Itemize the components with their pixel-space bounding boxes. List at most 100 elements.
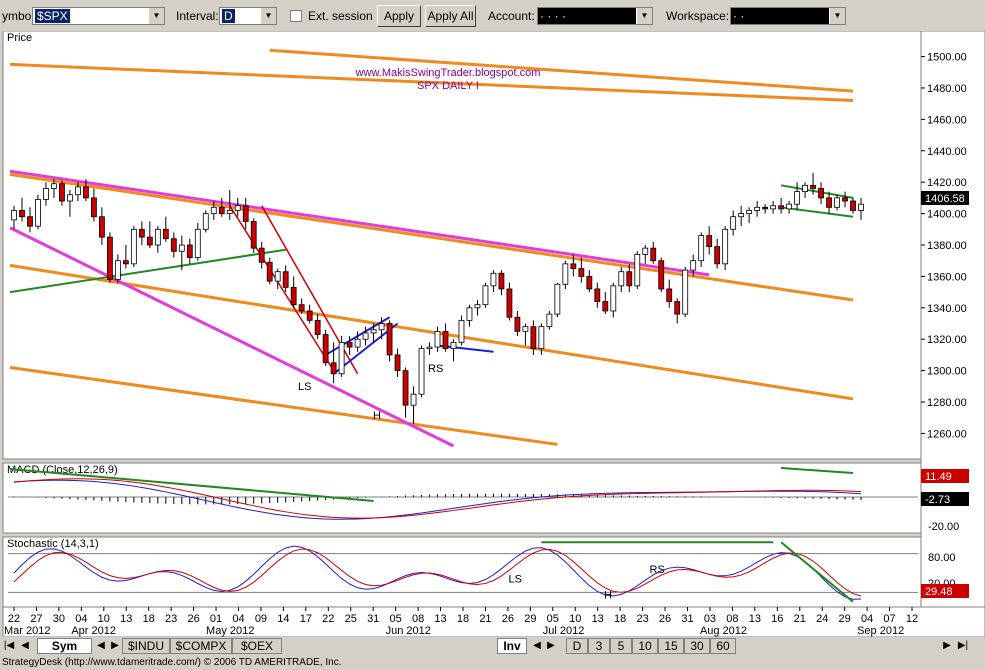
candle <box>482 282 489 308</box>
ext-session-checkbox[interactable] <box>290 10 302 22</box>
candle <box>170 232 177 258</box>
stoch-annotation: H <box>604 590 612 602</box>
candle <box>410 386 417 425</box>
candle <box>35 194 41 230</box>
up-candle-body <box>43 188 49 200</box>
up-candle-body <box>75 186 81 196</box>
candle <box>674 298 681 324</box>
y-tick-label: 1460.00 <box>927 114 967 126</box>
x-month-label: Aug 2012 <box>700 625 747 637</box>
x-day-label: 26 <box>187 613 199 625</box>
last-icon[interactable]: ▶| <box>957 640 969 651</box>
up-candle-body <box>610 285 617 312</box>
x-day-label: 05 <box>390 613 402 625</box>
x-day-label: 07 <box>883 613 895 625</box>
tab-interval-3[interactable]: 3 <box>588 638 610 654</box>
up-candle-body <box>378 323 385 331</box>
chevron-down-icon[interactable]: ▼ <box>260 8 276 24</box>
down-candle-body <box>714 246 721 265</box>
down-candle-body <box>658 260 665 290</box>
tab-interval-d[interactable]: D <box>566 638 588 654</box>
chevron-down-icon[interactable]: ▼ <box>636 8 652 24</box>
up-candle-body <box>754 206 761 211</box>
y-tick-label: 1420.00 <box>927 177 967 189</box>
candle <box>850 197 856 214</box>
down-candle-body <box>674 301 681 315</box>
interval-value[interactable]: D <box>222 9 235 23</box>
x-day-label: 31 <box>681 613 693 625</box>
interval-prev-icon[interactable]: ◀ <box>533 640 541 651</box>
candle <box>762 204 769 214</box>
tab-interval-60[interactable]: 60 <box>710 638 736 654</box>
up-candle-body <box>738 213 745 218</box>
up-candle-body <box>154 228 161 246</box>
candle <box>466 304 473 327</box>
down-candle-body <box>386 323 393 356</box>
account-combo[interactable]: · · · · ▼ <box>537 7 653 25</box>
candle <box>562 260 569 289</box>
candle <box>682 266 689 318</box>
macd-value-box <box>921 469 969 483</box>
apply-button[interactable]: Apply <box>377 5 421 27</box>
candle <box>658 257 665 293</box>
candle <box>474 299 481 316</box>
account-value[interactable]: · · · · <box>540 9 566 23</box>
macd-axis-tick: -20.00 <box>928 521 959 533</box>
symbol-combo[interactable]: $SPX ▼ <box>32 7 165 25</box>
candle <box>434 326 441 352</box>
workspace-combo[interactable]: · · ▼ <box>730 7 846 25</box>
chevron-down-icon[interactable]: ▼ <box>829 8 845 24</box>
candle <box>426 342 433 355</box>
scroll-right-icon[interactable]: ▶ <box>111 640 119 651</box>
candle <box>59 180 65 206</box>
tab-indu[interactable]: $INDU <box>122 638 170 654</box>
x-day-label: 24 <box>816 613 828 625</box>
down-candle-body <box>138 228 145 238</box>
up-candle-body <box>794 191 800 205</box>
candle <box>618 266 625 293</box>
candle <box>226 190 233 220</box>
candle <box>530 320 537 355</box>
support-line <box>9 226 455 448</box>
tab-oex[interactable]: $OEX <box>232 638 282 654</box>
up-candle-body <box>466 307 473 321</box>
tab-interval-10[interactable]: 10 <box>632 638 658 654</box>
down-candle-body <box>266 261 273 282</box>
tab-interval-30[interactable]: 30 <box>684 638 710 654</box>
macd-signal-value: -2.73 <box>925 494 950 506</box>
down-candle-body <box>242 205 249 222</box>
first-icon[interactable]: |◀ <box>3 640 15 651</box>
chevron-down-icon[interactable]: ▼ <box>148 8 164 24</box>
y-tick-label: 1260.00 <box>927 428 967 440</box>
candle <box>626 263 633 293</box>
tab-interval-15[interactable]: 15 <box>658 638 684 654</box>
tab-sym[interactable]: Sym <box>37 638 92 654</box>
x-day-label: 13 <box>592 613 604 625</box>
apply-all-button[interactable]: Apply All <box>425 5 476 27</box>
down-candle-body <box>570 263 577 269</box>
up-candle-body <box>450 341 457 350</box>
candle <box>274 268 281 289</box>
stoch-panel <box>2 536 922 608</box>
down-candle-body <box>218 206 225 214</box>
down-candle-body <box>602 301 609 312</box>
up-candle-body <box>538 326 545 350</box>
x-day-label: 29 <box>524 613 536 625</box>
symbol-value[interactable]: $SPX <box>35 9 70 23</box>
workspace-value[interactable]: · · <box>733 9 745 23</box>
candle <box>75 182 81 202</box>
prev-icon[interactable]: ◀ <box>21 640 29 651</box>
candles <box>11 172 864 425</box>
candle <box>794 182 800 211</box>
tab-compx[interactable]: $COMPX <box>170 638 232 654</box>
tab-interval-5[interactable]: 5 <box>610 638 632 654</box>
next-icon[interactable]: ▶ <box>943 640 951 651</box>
up-candle-body <box>178 244 185 252</box>
interval-next-icon[interactable]: ▶ <box>547 640 555 651</box>
interval-combo[interactable]: D ▼ <box>219 7 277 25</box>
scroll-left-icon[interactable]: ◀ <box>97 640 105 651</box>
up-candle-body <box>234 205 241 211</box>
tab-inv[interactable]: Inv <box>497 638 527 654</box>
x-day-label: 13 <box>434 613 446 625</box>
up-candle-body <box>554 283 561 315</box>
